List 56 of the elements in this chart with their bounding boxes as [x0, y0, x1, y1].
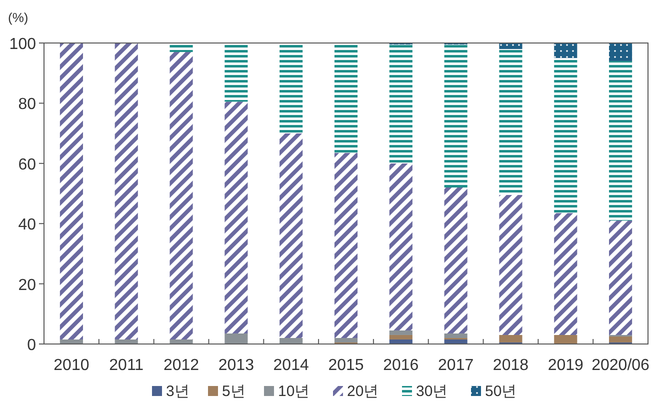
- legend-label: 20년: [347, 383, 379, 400]
- y-tick-label: 60: [18, 156, 36, 174]
- bar: [554, 58, 578, 214]
- x-tick-label: 2018: [492, 357, 529, 374]
- bar: [444, 333, 468, 338]
- bar: [224, 333, 248, 344]
- x-tick-label: 2019: [548, 357, 584, 374]
- bar: [334, 43, 358, 153]
- bar: [389, 330, 412, 335]
- bar: [609, 43, 632, 62]
- bar: [389, 334, 412, 340]
- bar: [60, 43, 83, 340]
- x-tick-label: 2012: [163, 357, 200, 374]
- x-tick-label: 2013: [218, 357, 254, 374]
- bar: [609, 336, 632, 342]
- bar: [609, 61, 632, 221]
- y-tick-label: 20: [18, 276, 36, 294]
- x-tick-label: 2011: [109, 357, 144, 374]
- bar: [609, 220, 632, 335]
- bar: [554, 334, 578, 344]
- legend-label: 3년: [166, 383, 190, 400]
- bar: [224, 102, 248, 334]
- bar: [389, 163, 412, 330]
- legend-label: 50년: [485, 383, 517, 400]
- bar: [444, 44, 468, 188]
- bar: [554, 43, 578, 58]
- bar: [499, 334, 522, 342]
- x-tick-label: 2017: [438, 357, 474, 374]
- bar: [170, 339, 193, 344]
- bar: [499, 195, 522, 335]
- bar: [280, 133, 303, 338]
- legend-label: 30년: [416, 383, 448, 400]
- bar: [554, 213, 578, 335]
- y-tick-label: 40: [18, 216, 36, 234]
- bar: [280, 338, 303, 344]
- x-tick-label: 2010: [54, 357, 90, 374]
- bar: [444, 187, 468, 334]
- legend-label: 10년: [278, 383, 310, 400]
- y-tick-label: 100: [9, 36, 36, 53]
- y-axis-title: (%): [8, 10, 28, 25]
- bar: [280, 43, 303, 134]
- bar: [170, 43, 193, 52]
- bar: [114, 43, 138, 340]
- y-tick-label: 80: [18, 96, 36, 114]
- y-tick-label: 0: [27, 337, 36, 354]
- x-tick-label: 2015: [328, 357, 364, 374]
- bar: [170, 52, 193, 340]
- bar: [499, 43, 522, 50]
- x-tick-label: 2016: [383, 357, 419, 374]
- x-tick-label: 2014: [273, 357, 309, 374]
- bar: [389, 44, 412, 164]
- legend-label: 5년: [222, 383, 246, 400]
- x-tick-label: 2020/06: [592, 357, 650, 374]
- bar: [224, 43, 248, 102]
- bar: [334, 152, 358, 338]
- bar: [334, 338, 358, 342]
